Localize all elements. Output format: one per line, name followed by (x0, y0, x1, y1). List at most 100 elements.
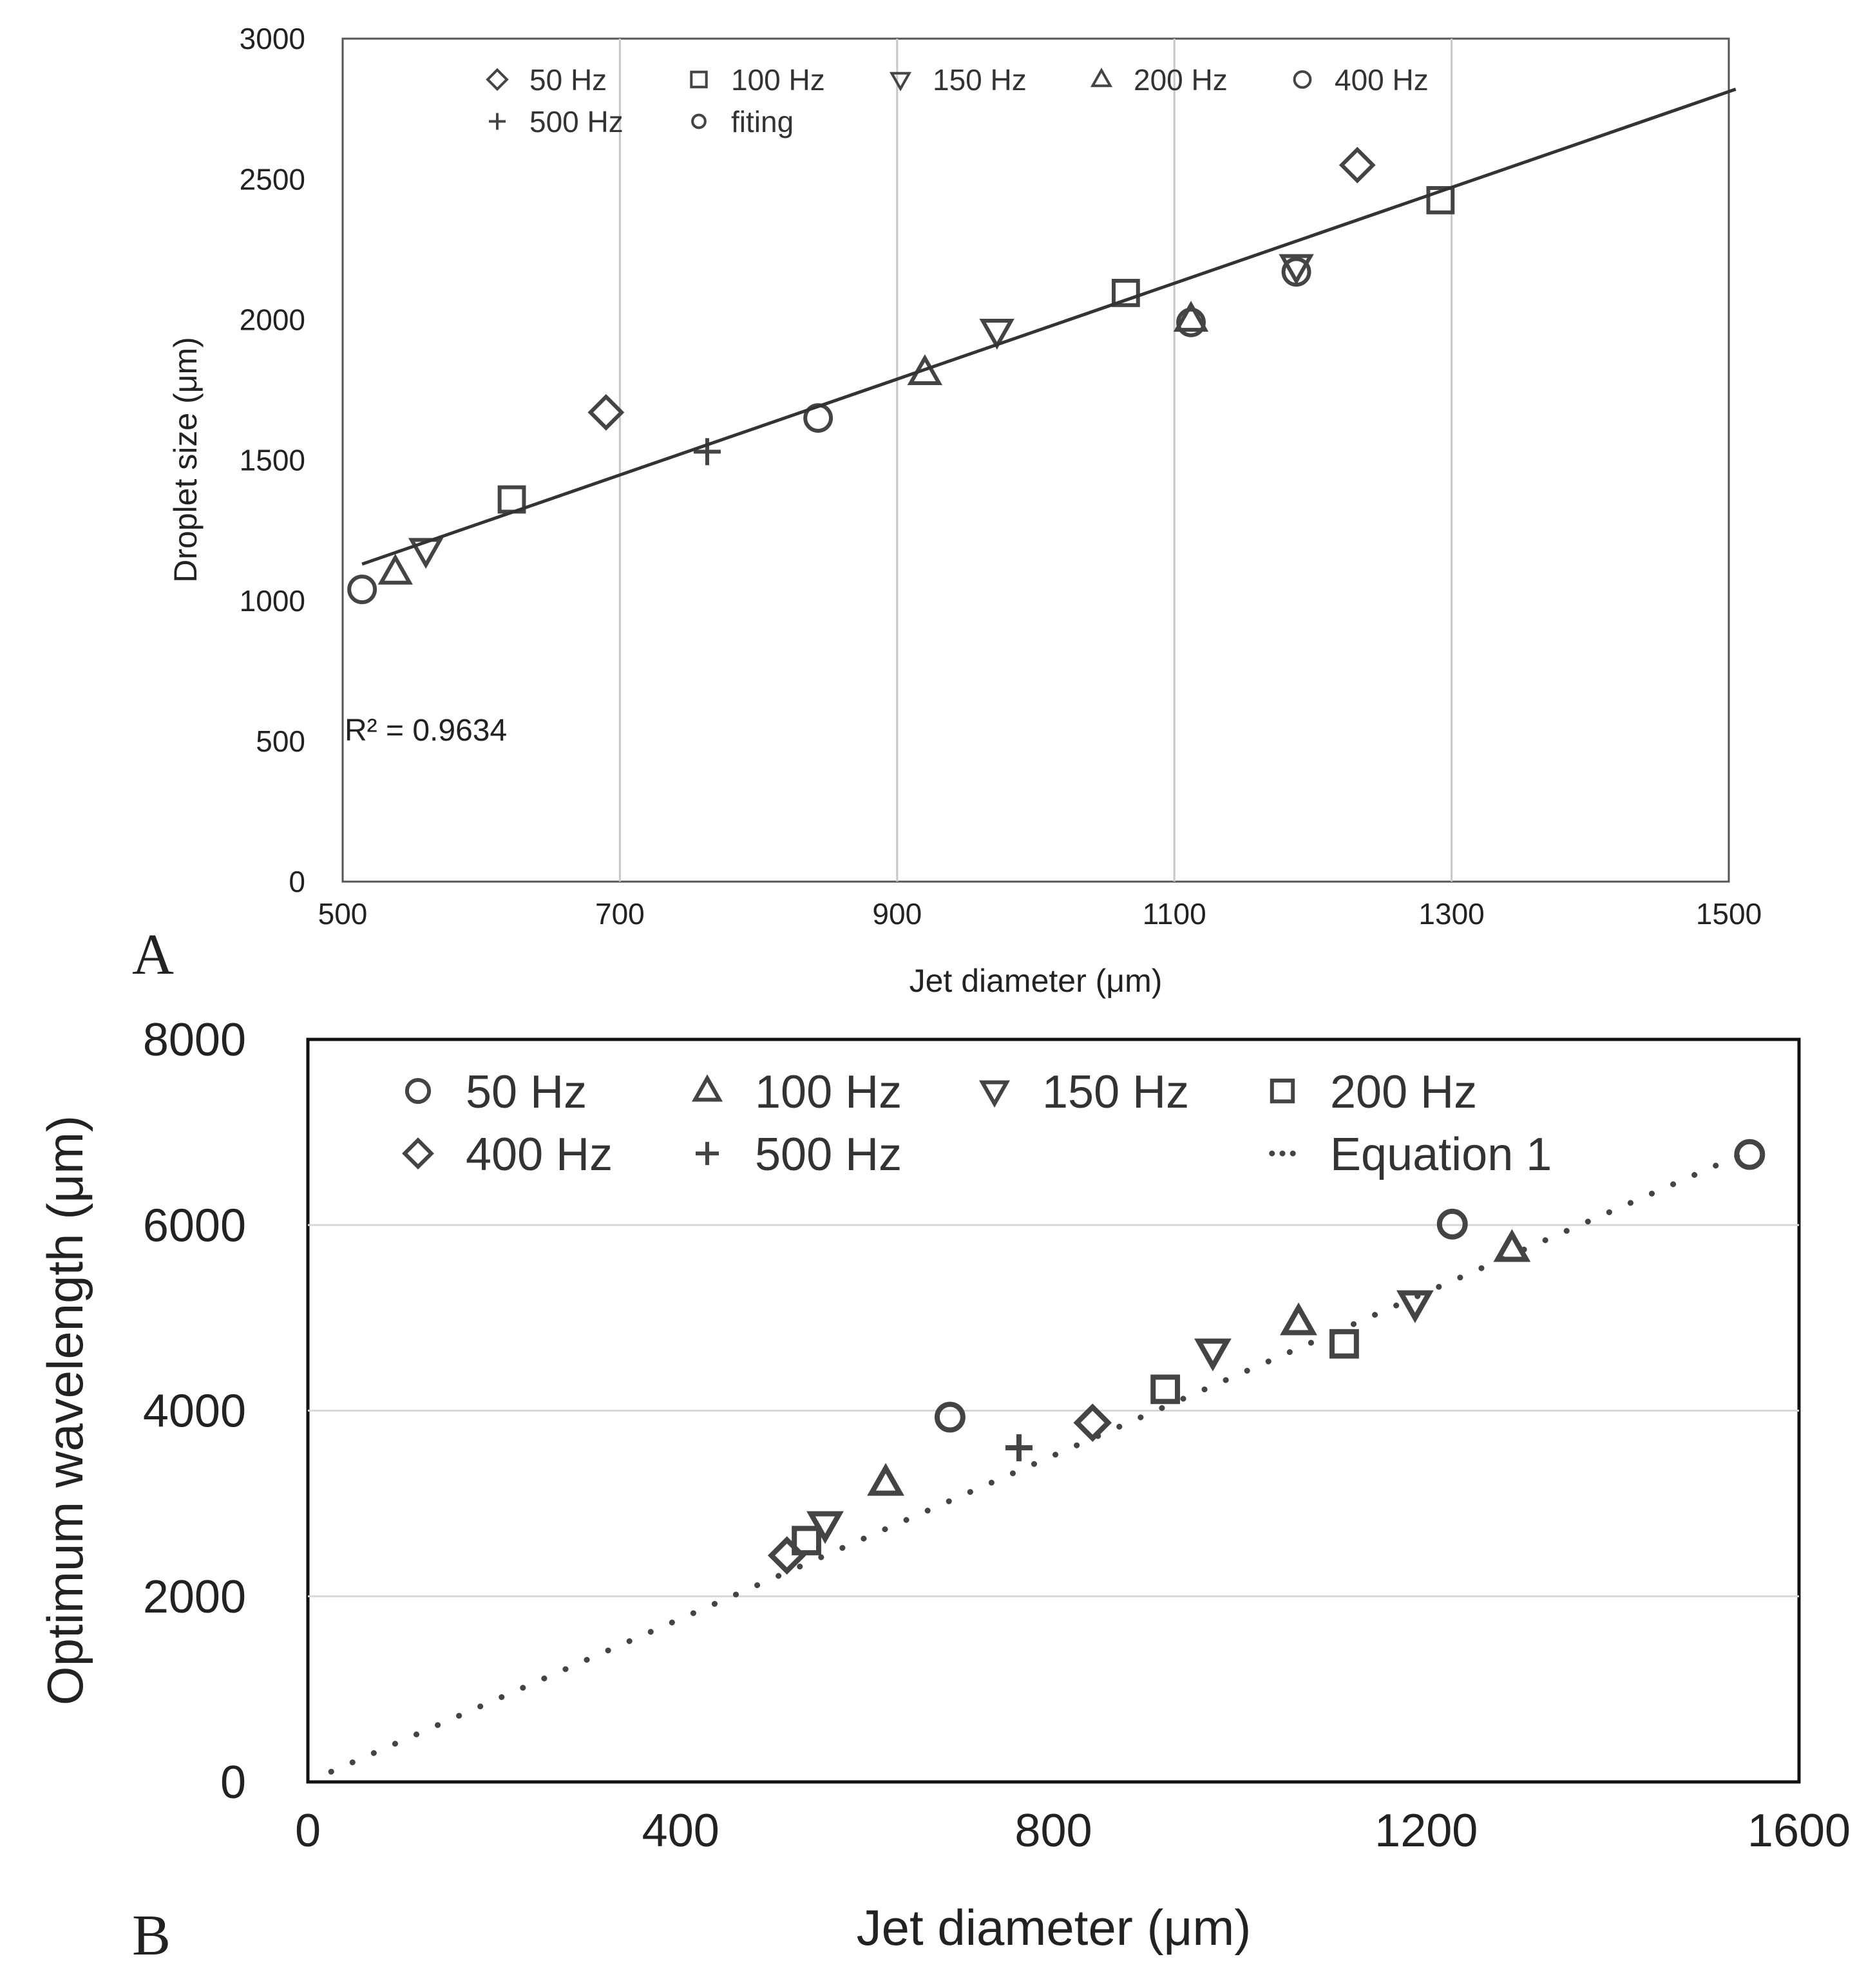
legend-label-200hz: 200 Hz (1330, 1066, 1477, 1118)
x-tick-label: 800 (1014, 1805, 1092, 1857)
series-400-hz (767, 1403, 1112, 1575)
chart-a-y-ticks: 0 500 1000 1500 2000 2500 3000 (240, 22, 305, 898)
x-tick-label: 900 (872, 897, 922, 931)
legend-label-100hz: 100 Hz (755, 1066, 902, 1118)
x-tick-label: 0 (295, 1805, 321, 1857)
chart-b: 0 400 800 1200 1600 0 2000 4000 6000 8000 50 Hz … (37, 1014, 1851, 1967)
chart-b-panel-label: B (132, 1904, 171, 1967)
x-tick-label: 400 (642, 1805, 719, 1857)
chart-a-legend: 50 Hz 100 Hz 150 Hz 200 Hz 400 Hz 500 Hz… (486, 63, 1429, 138)
chart-a: 500 700 900 1100 1300 1500 0 500 1000 1500 2000 25… (132, 22, 1762, 999)
legend-symbol-200-hz (1090, 68, 1113, 88)
series-150-hz (408, 254, 1314, 569)
point-400-hz-1 (1073, 1403, 1112, 1443)
point-50-hz-1 (1436, 1208, 1468, 1240)
legend-item-400hz: 400 Hz (1293, 63, 1429, 97)
legend-symbol-100-hz (691, 1074, 723, 1102)
y-tick-label: 500 (256, 724, 305, 758)
chart-a-panel-label: A (132, 923, 174, 987)
y-tick-label: 1500 (240, 444, 305, 477)
point-150-hz-1 (1194, 1338, 1232, 1372)
chart-a-r-squared: R² = 0.9634 (345, 714, 507, 748)
x-tick-label: 1200 (1375, 1805, 1478, 1857)
legend-item-equation-1: Equation 1 (1269, 1129, 1552, 1180)
legend-label-150hz: 150 Hz (933, 63, 1027, 97)
legend-symbol-50-hz (405, 1077, 432, 1104)
chart-b-x-axis-label: Jet diameter (μm) (857, 1899, 1252, 1956)
point-200-hz-0 (377, 553, 413, 585)
point-100-hz-0 (867, 1463, 904, 1496)
legend-symbol-100-hz (690, 70, 708, 89)
equation-1-line (328, 1148, 1753, 1775)
point-50-hz-0 (587, 393, 625, 431)
point-100-hz-1 (1280, 1302, 1317, 1336)
y-tick-label: 0 (289, 865, 305, 898)
x-tick-label: 700 (595, 897, 645, 931)
chart-a-x-ticks: 500 700 900 1100 1300 1500 (318, 897, 1762, 931)
legend-symbol-50-hz (486, 68, 509, 91)
y-tick-label: 6000 (143, 1200, 246, 1251)
chart-a-marks (347, 88, 1737, 605)
chart-a-x-axis-label: Jet diameter (μm) (909, 963, 1163, 999)
point-500-hz-0 (693, 438, 721, 466)
chart-b-y-axis-label: Optimum wavelength (μm) (37, 1115, 93, 1705)
series-500-hz (1005, 1434, 1033, 1462)
point-400-hz-2 (1176, 307, 1206, 337)
y-tick-label: 2500 (240, 162, 305, 196)
legend-label-50hz: 50 Hz (466, 1066, 587, 1118)
legend-symbol-400-hz (1293, 70, 1312, 89)
series-100-hz (867, 1229, 1531, 1496)
y-tick-label: 1000 (240, 584, 305, 618)
legend-label-fiting: fiting (731, 105, 794, 138)
point-500-hz-0 (1005, 1434, 1033, 1462)
y-tick-label: 4000 (143, 1386, 246, 1437)
chart-b-legend: 50 Hz 100 Hz 150 Hz 200 Hz 400 Hz 500 Hz… (402, 1066, 1552, 1180)
point-400-hz-3 (1281, 257, 1311, 287)
x-tick-label: 1500 (1696, 897, 1762, 931)
point-150-hz-0 (408, 538, 444, 569)
y-tick-label: 2000 (240, 303, 305, 336)
x-tick-label: 500 (318, 897, 368, 931)
series-400-hz (347, 257, 1311, 605)
chart-a-plot-area (341, 37, 1730, 883)
legend-symbol-500-hz (489, 113, 506, 130)
chart-b-marks (328, 1139, 1766, 1775)
point-100-hz-2 (1493, 1229, 1531, 1262)
legend-label-500hz: 500 Hz (529, 105, 624, 138)
series-fiting (361, 88, 1737, 566)
chart-a-gridlines (618, 39, 1453, 882)
x-tick-label: 1100 (1143, 897, 1206, 931)
x-tick-label: 1600 (1747, 1805, 1851, 1857)
legend-symbol-150-hz (978, 1080, 1011, 1108)
legend-label-400hz: 400 Hz (1335, 63, 1429, 97)
legend-item-100hz: 100 Hz (690, 63, 825, 97)
point-400-hz-0 (347, 574, 377, 605)
point-400-hz-0 (767, 1536, 806, 1575)
point-100-hz-1 (1111, 278, 1140, 307)
legend-item-50hz: 50 Hz (405, 1066, 587, 1118)
legend-item-100hz: 100 Hz (691, 1066, 902, 1118)
series-equation-1 (328, 1148, 1753, 1775)
legend-symbol-400-hz (402, 1137, 434, 1170)
legend-symbol-fiting (691, 113, 707, 129)
legend-symbol-200-hz (1270, 1078, 1295, 1104)
legend-label-100hz: 100 Hz (731, 63, 825, 97)
legend-symbol-equation-1-dot (1279, 1150, 1286, 1157)
chart-b-y-ticks: 0 2000 4000 6000 8000 (143, 1014, 246, 1808)
legend-label-50hz: 50 Hz (529, 63, 607, 97)
point-100-hz-2 (1426, 185, 1455, 214)
legend-symbol-equation-1-dot (1290, 1150, 1296, 1157)
point-150-hz-2 (1279, 254, 1314, 285)
series-500-hz (693, 438, 721, 466)
y-tick-label: 8000 (143, 1014, 246, 1066)
series-200-hz (792, 1329, 1359, 1556)
legend-symbol-500-hz (696, 1142, 719, 1166)
series-50-hz (587, 146, 1376, 431)
point-200-hz-1 (1150, 1374, 1181, 1405)
point-150-hz-1 (979, 319, 1014, 350)
legend-symbol-150-hz (889, 71, 912, 91)
point-200-hz-2 (1173, 301, 1209, 332)
y-tick-label: 2000 (143, 1571, 246, 1623)
legend-symbol-equation-1 (1269, 1150, 1296, 1157)
x-tick-label: 1300 (1418, 897, 1484, 931)
